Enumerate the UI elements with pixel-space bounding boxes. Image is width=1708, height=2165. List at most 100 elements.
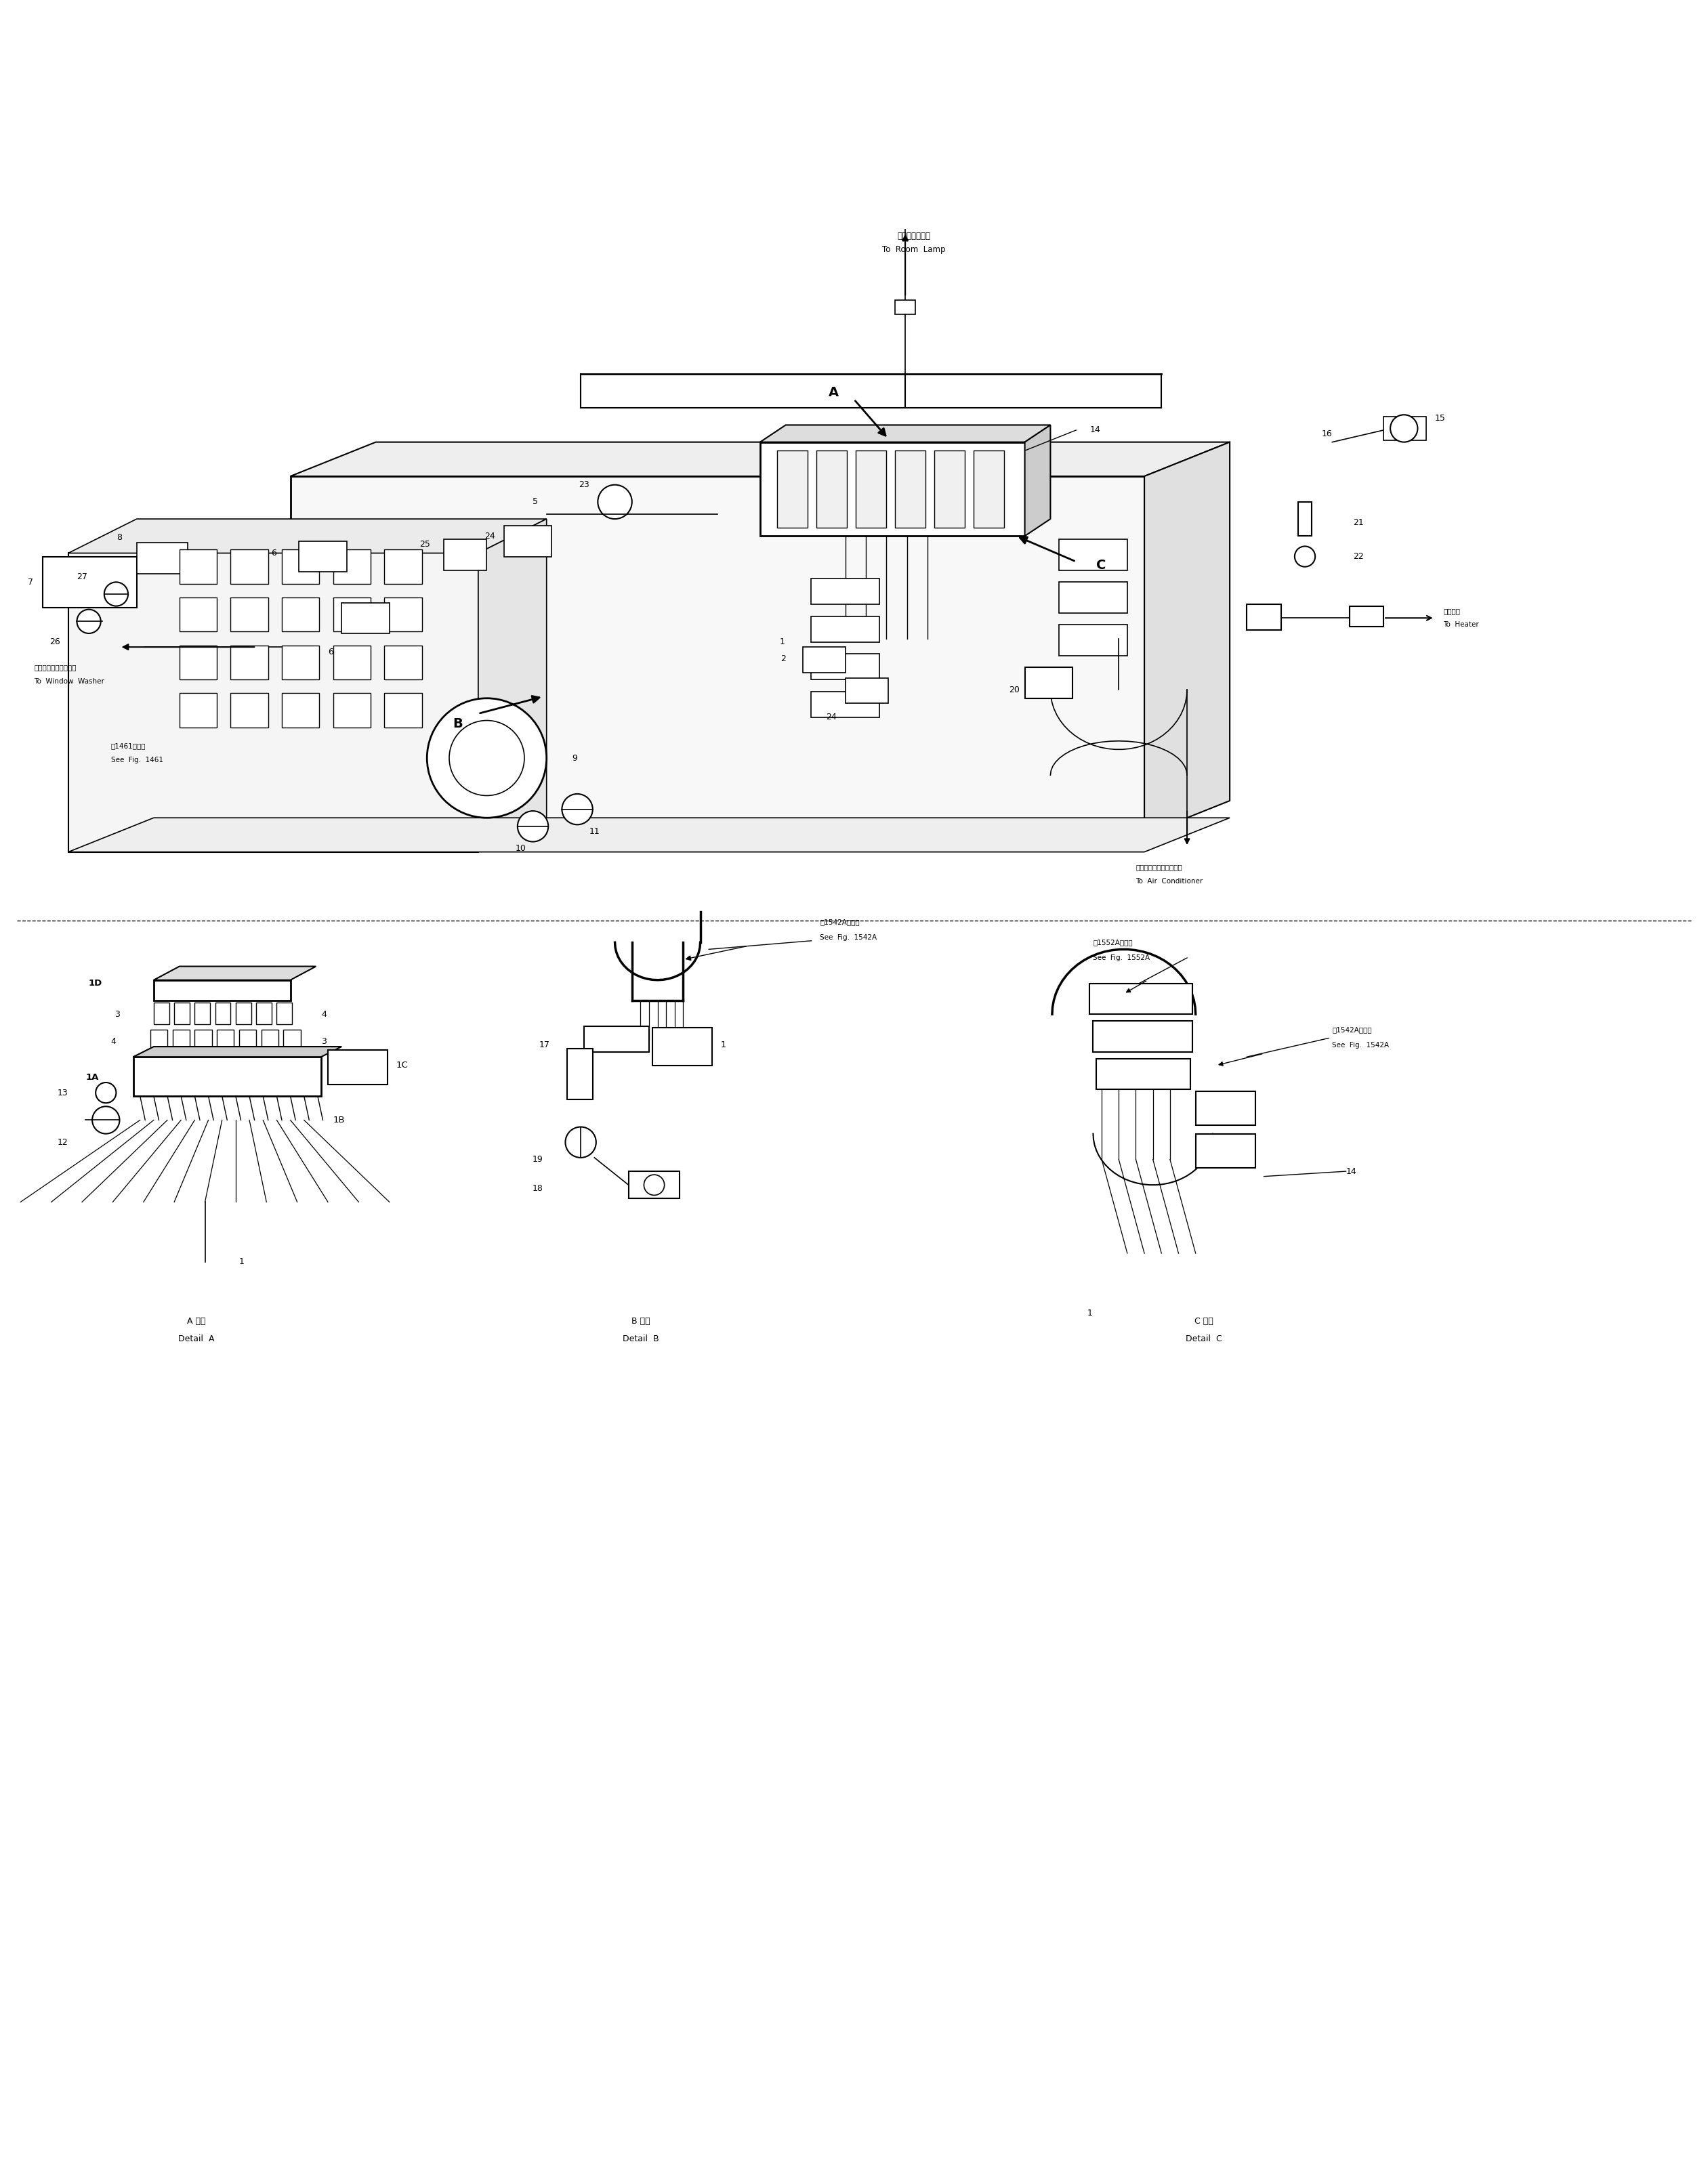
Polygon shape	[760, 442, 1025, 537]
Polygon shape	[478, 520, 547, 853]
Text: 1A: 1A	[85, 1074, 99, 1082]
Bar	[845, 678, 888, 704]
Text: 26: 26	[50, 637, 60, 647]
Bar	[384, 645, 422, 680]
Bar	[567, 1048, 593, 1100]
Text: 14: 14	[1346, 1167, 1356, 1176]
Text: 8: 8	[116, 533, 123, 541]
Bar	[154, 1002, 169, 1024]
Bar	[504, 526, 552, 556]
Bar	[277, 1002, 292, 1024]
Text: 1: 1	[779, 637, 786, 647]
Bar	[195, 1031, 212, 1054]
Bar	[1059, 582, 1127, 613]
Bar	[384, 550, 422, 585]
Text: To  Air  Conditioner: To Air Conditioner	[1136, 877, 1202, 883]
Bar	[282, 693, 319, 727]
Text: Detail  C: Detail C	[1185, 1334, 1223, 1342]
Text: To  Window  Washer: To Window Washer	[34, 678, 104, 684]
Bar	[137, 543, 188, 574]
Text: 22: 22	[1353, 552, 1363, 561]
Text: 24: 24	[485, 533, 495, 541]
Text: B: B	[453, 717, 463, 730]
Text: ウィンドウォッシャへ: ウィンドウォッシャへ	[34, 665, 77, 671]
Bar	[1349, 606, 1383, 626]
Bar	[174, 1002, 190, 1024]
Text: 10: 10	[516, 844, 526, 853]
Text: Detail  B: Detail B	[622, 1334, 659, 1342]
Text: To  Heater: To Heater	[1443, 621, 1479, 628]
Bar	[652, 1028, 712, 1065]
Text: See  Fig.  1542A: See Fig. 1542A	[820, 933, 876, 942]
Text: 12: 12	[58, 1139, 68, 1147]
Circle shape	[104, 582, 128, 606]
Bar	[231, 598, 268, 632]
Polygon shape	[760, 424, 1050, 442]
Bar	[195, 1002, 210, 1024]
Text: See  Fig.  1542A: See Fig. 1542A	[1332, 1041, 1389, 1048]
Text: 20: 20	[1009, 686, 1020, 695]
Polygon shape	[154, 981, 290, 1000]
Text: 1: 1	[721, 1041, 726, 1050]
Bar	[895, 301, 915, 314]
Bar	[173, 1031, 190, 1054]
Circle shape	[449, 721, 524, 795]
Polygon shape	[154, 966, 316, 981]
Bar	[1090, 983, 1192, 1013]
Text: 4: 4	[321, 1009, 326, 1018]
Bar	[584, 1026, 649, 1052]
Bar	[384, 598, 422, 632]
Text: C: C	[1097, 559, 1107, 572]
Polygon shape	[68, 818, 1230, 853]
Bar	[342, 602, 389, 634]
Bar	[1093, 1022, 1192, 1052]
Bar	[444, 539, 487, 569]
Bar	[811, 617, 880, 641]
Polygon shape	[290, 476, 1144, 836]
Text: 21: 21	[1353, 517, 1363, 526]
Bar	[231, 645, 268, 680]
Text: 14: 14	[1090, 427, 1100, 435]
Text: 1B: 1B	[333, 1115, 345, 1124]
Text: 9: 9	[572, 753, 577, 762]
Text: Detail  A: Detail A	[178, 1334, 215, 1342]
Circle shape	[77, 611, 101, 634]
Text: 24: 24	[827, 712, 837, 721]
Text: A 詳細: A 詳細	[188, 1316, 205, 1325]
Bar	[1097, 1059, 1190, 1089]
Circle shape	[1295, 546, 1315, 567]
Bar	[215, 1002, 231, 1024]
Circle shape	[518, 812, 548, 842]
Bar	[1059, 626, 1127, 656]
Text: 7: 7	[27, 578, 34, 587]
Bar	[179, 598, 217, 632]
Text: 6: 6	[328, 647, 333, 656]
Text: 18: 18	[533, 1184, 543, 1193]
Text: 27: 27	[77, 572, 87, 582]
Text: エアーコンディショナへ: エアーコンディショナへ	[1136, 864, 1182, 870]
Bar	[333, 550, 371, 585]
Bar	[239, 1031, 256, 1054]
Bar	[384, 693, 422, 727]
Polygon shape	[133, 1046, 342, 1057]
Polygon shape	[68, 520, 547, 552]
Bar	[1383, 416, 1426, 439]
Bar	[299, 541, 347, 572]
Bar	[1196, 1134, 1255, 1167]
Bar	[333, 598, 371, 632]
Bar	[1025, 667, 1073, 699]
Circle shape	[427, 699, 547, 818]
Bar	[934, 450, 965, 528]
Bar	[150, 1031, 167, 1054]
Circle shape	[96, 1082, 116, 1102]
Circle shape	[565, 1128, 596, 1158]
Bar	[231, 693, 268, 727]
Bar	[629, 1171, 680, 1199]
Text: 16: 16	[1322, 429, 1332, 437]
Text: 4: 4	[111, 1037, 116, 1046]
Text: 第1542A図参照: 第1542A図参照	[820, 918, 859, 924]
Bar	[282, 645, 319, 680]
Bar	[974, 450, 1004, 528]
Text: ヒータへ: ヒータへ	[1443, 608, 1460, 615]
Polygon shape	[1025, 424, 1050, 537]
